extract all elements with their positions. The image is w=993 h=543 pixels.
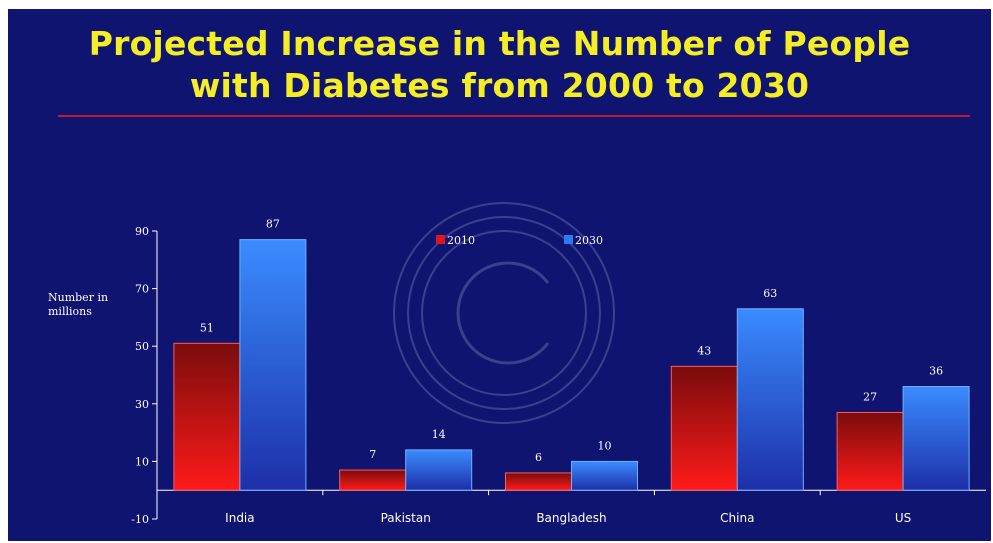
data-label: 27 [863,390,877,403]
bar-chart: 90 70 50 30 10 -10 51 87 India 7 14 Pakistan 6 10 Ban… [131,202,986,526]
data-label: 7 [369,448,376,461]
bar-2030-pakistan [405,449,473,491]
y-tick-label: 50 [135,340,149,353]
y-axis-label-line-1: Number in [48,291,109,304]
bar-2010-us [836,411,904,491]
y-tick-label: 10 [135,455,149,468]
category-label: India [225,511,254,525]
y-axis-label-line-2: millions [48,305,92,318]
y-tick-label: -10 [131,513,149,526]
category-label: US [895,511,911,525]
data-label: 43 [697,344,711,357]
category-label: China [720,511,754,525]
y-tick-label: 90 [135,225,149,238]
y-tick-label: 70 [135,283,149,296]
data-label: 63 [763,287,777,300]
bar-2030-china [736,308,804,491]
bar-2030-us [902,386,970,491]
category-label: Bangladesh [536,511,606,525]
bar-2010-china [670,365,738,491]
legend-swatch-2010 [436,235,445,244]
bar-2010-india [173,342,241,491]
data-label: 36 [929,365,943,378]
bar-2010-bangladesh [505,472,572,491]
legend-swatch-2030 [564,235,573,244]
chart-title-line-1: Projected Increase in the Number of Peop… [88,24,911,63]
slide: Projected Increase in the Number of Peop… [8,9,991,541]
data-label: 51 [200,321,214,334]
chart-title-line-2: with Diabetes from 2000 to 2030 [189,66,810,105]
bar-2030-bangladesh [571,460,638,491]
y-axis-label: Number in millions [48,291,128,319]
data-label: 87 [266,218,280,231]
title-divider [58,115,970,117]
bar-2030-india [239,239,307,491]
category-label: Pakistan [381,511,431,525]
chart-title: Projected Increase in the Number of Peop… [8,23,991,107]
data-label: 10 [598,439,612,452]
legend-label: 2030 [575,234,603,247]
legend-label: 2010 [447,234,475,247]
data-label: 6 [535,451,542,464]
bar-2010-pakistan [339,469,407,491]
copyright-watermark [393,202,615,424]
y-tick-label: 30 [135,398,149,411]
data-label: 14 [432,428,446,441]
